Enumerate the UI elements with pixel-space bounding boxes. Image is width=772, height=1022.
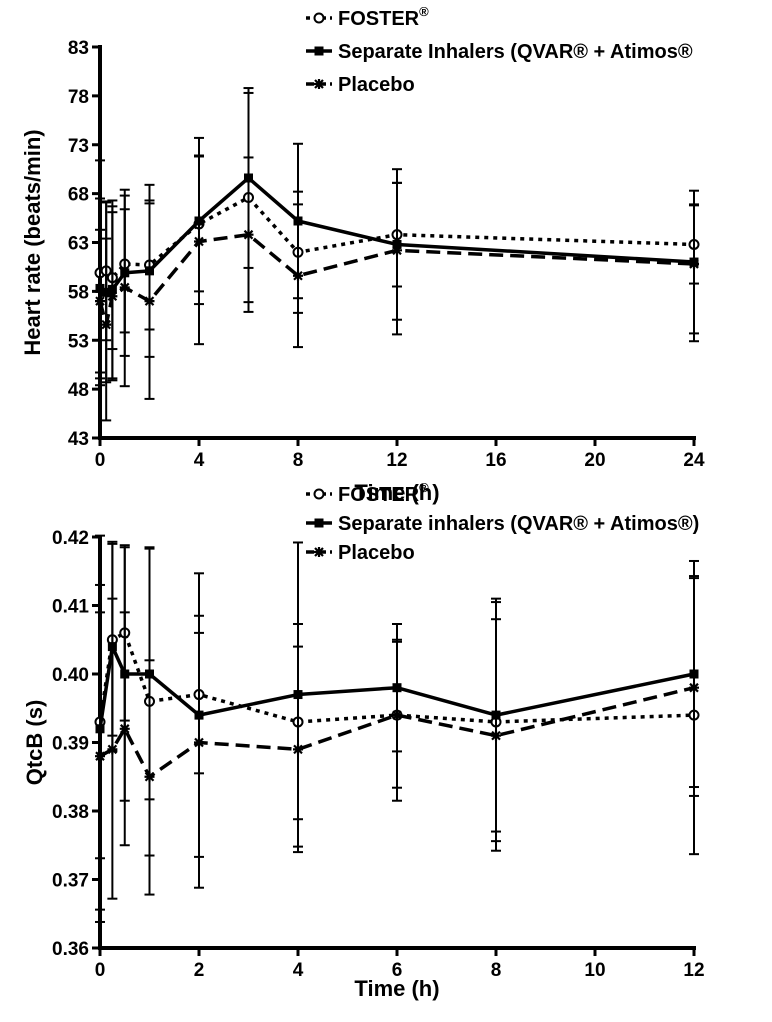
legend-item: Placebo (306, 74, 415, 96)
x-tick-label: 4 (293, 960, 304, 981)
x-tick-label: 12 (386, 450, 407, 471)
x-tick-label: 10 (584, 960, 605, 981)
data-point (491, 730, 501, 741)
data-point (392, 710, 402, 721)
y-tick-label: 0.41 (52, 597, 89, 618)
y-tick-label: 0.36 (52, 939, 89, 960)
legend-label: FOSTER® (338, 4, 429, 30)
data-point (144, 296, 155, 307)
legend-superscript: ® (419, 480, 429, 495)
y-axis-title: QtcB (s) (22, 700, 47, 786)
y-tick-label: 68 (68, 185, 89, 206)
data-point (194, 236, 204, 247)
data-point (293, 744, 303, 755)
y-tick-label: 48 (68, 380, 89, 401)
y-tick-label: 53 (68, 331, 89, 352)
data-point (119, 723, 130, 734)
data-point (392, 245, 402, 256)
legend-marker (314, 547, 324, 557)
legend-label: Separate Inhalers (QVAR® + Atimos® (338, 41, 693, 63)
data-point (689, 682, 699, 693)
x-axis-title: Time (h) (354, 480, 439, 505)
legend-label: Placebo (338, 74, 415, 96)
series-2 (95, 154, 699, 422)
y-tick-label: 0.38 (52, 802, 89, 823)
data-point (119, 282, 130, 293)
y-tick-label: 83 (68, 38, 89, 59)
data-point (293, 270, 303, 281)
legend-item: Placebo (306, 542, 415, 564)
legend-item: Separate inhalers (QVAR® + Atimos®) (306, 513, 699, 535)
x-tick-label: 20 (584, 450, 605, 471)
series-line (98, 631, 695, 724)
x-tick-label: 4 (194, 450, 205, 471)
data-point (107, 744, 118, 755)
data-point (144, 771, 155, 782)
legend-label: FOSTER® (338, 480, 429, 506)
y-tick-label: 0.40 (52, 665, 89, 686)
y-tick-label: 73 (68, 136, 89, 157)
y-axis-title: Heart rate (beats/min) (20, 129, 45, 355)
series-2 (95, 577, 699, 911)
legend-superscript: ® (419, 4, 429, 19)
x-tick-label: 8 (491, 960, 502, 981)
x-tick-label: 0 (95, 960, 106, 981)
legend-item: Separate Inhalers (QVAR® + Atimos® (306, 41, 693, 63)
x-tick-label: 6 (392, 960, 403, 981)
qtcb-chart: 0.36 0.37 0.38 0.39 0.40 0.41 0.42 0 2 4 6 8 10 12 Qtc… (22, 480, 705, 1001)
data-point (107, 291, 118, 302)
legend-label: Separate inhalers (QVAR® + Atimos®) (338, 513, 699, 535)
x-tick-label: 2 (194, 960, 205, 981)
data-point (95, 296, 105, 307)
x-tick-label: 24 (683, 450, 705, 471)
data-point (194, 737, 204, 748)
legend-marker (314, 518, 324, 528)
legend-label: Placebo (338, 542, 415, 564)
y-tick-label: 0.39 (52, 734, 89, 755)
legend-marker (313, 12, 325, 24)
x-axis-title: Time (h) (354, 976, 439, 1001)
x-tick-label: 0 (95, 450, 106, 471)
y-tick-label: 63 (68, 234, 89, 255)
y-tick-label: 58 (68, 282, 89, 303)
legend-item: FOSTER® (306, 480, 429, 506)
legend-item: FOSTER® (306, 4, 429, 30)
data-point (689, 259, 699, 270)
y-tick-label: 43 (68, 429, 89, 450)
data-point (95, 751, 105, 762)
series-line (98, 232, 695, 327)
y-tick-label: 0.42 (52, 528, 89, 549)
legend-marker (314, 46, 324, 56)
y-tick-label: 78 (68, 87, 89, 108)
x-tick-label: 12 (683, 960, 704, 981)
data-point (101, 319, 112, 330)
x-tick-label: 16 (485, 450, 506, 471)
data-point (243, 229, 254, 240)
x-tick-label: 8 (293, 450, 304, 471)
legend-marker (314, 79, 324, 89)
legend-marker (313, 488, 325, 500)
y-tick-label: 0.37 (52, 871, 89, 892)
